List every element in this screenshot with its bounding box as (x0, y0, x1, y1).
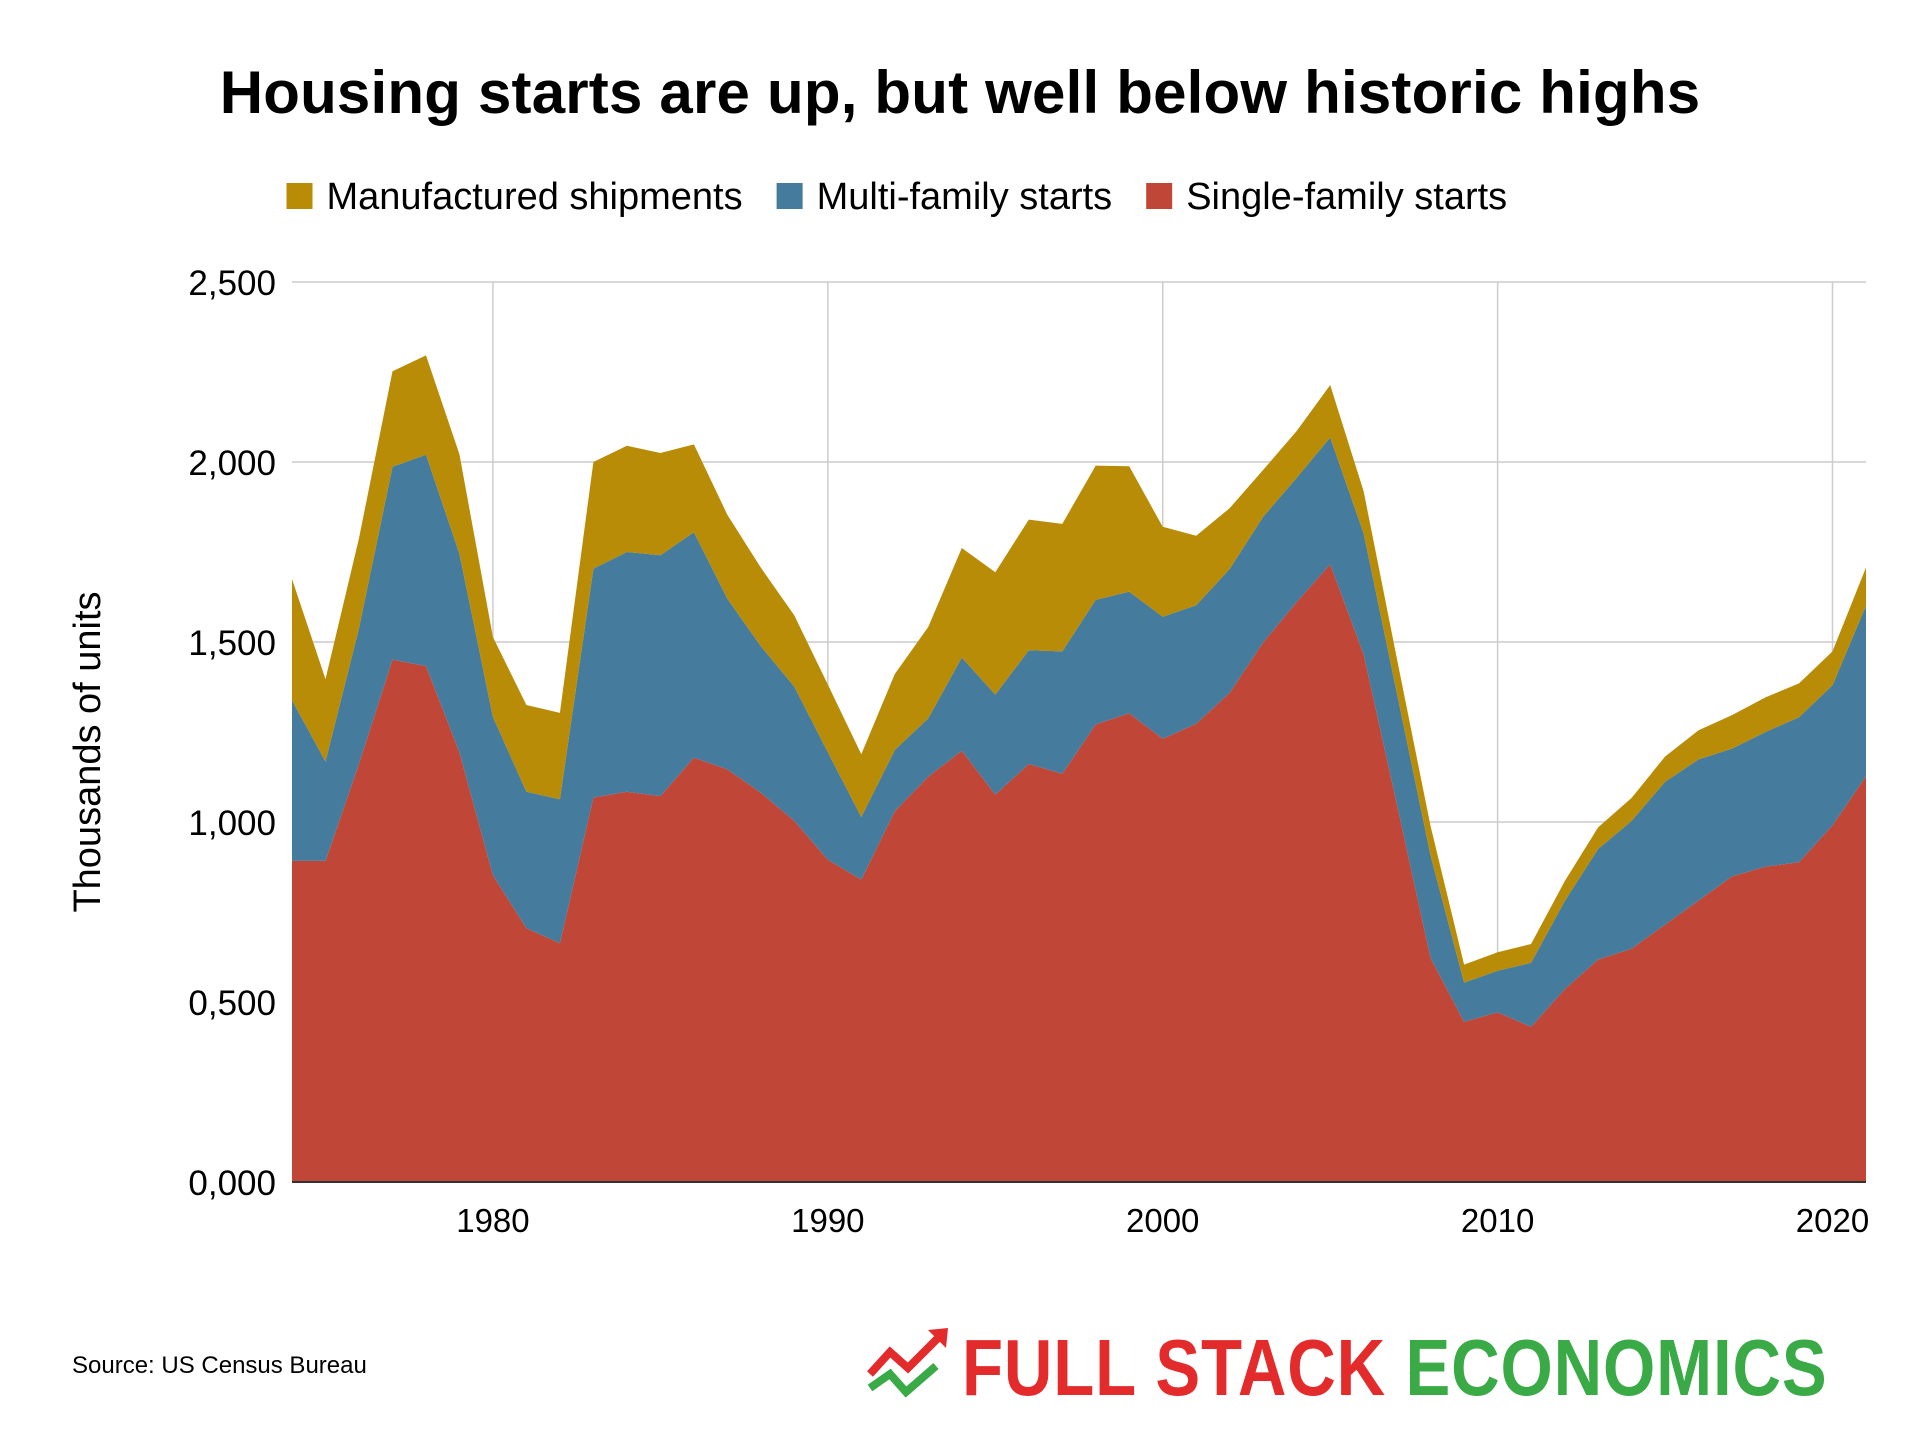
legend-label: Multi-family starts (817, 176, 1113, 218)
y-tick-label: 1,500 (188, 624, 276, 663)
x-tick-label: 1990 (791, 1202, 864, 1239)
legend-item-manufactured-shipments: Manufactured shipments (286, 176, 743, 218)
x-tick-label: 2020 (1796, 1202, 1869, 1239)
legend-swatch (776, 183, 803, 209)
y-tick-label: 1,000 (188, 804, 276, 843)
area-single-family-starts (292, 564, 1866, 1182)
stacked-area-chart: 0,000 0,500 1,000 1,500 2,000 2,500 1980 1990 20… (67, 176, 1869, 1239)
source-note: Source: US Census Bureau (72, 1352, 367, 1379)
x-tick-label: 2000 (1126, 1202, 1199, 1239)
logo-word-full-stack: FULL STACK (962, 1323, 1387, 1412)
area-multi-family-starts (292, 437, 1866, 1027)
chart-title: Housing starts are up, but well below hi… (219, 59, 1701, 126)
trend-arrows-icon (867, 1328, 948, 1398)
legend-item-multi-family-starts: Multi-family starts (776, 176, 1113, 218)
legend-label: Manufactured shipments (327, 176, 743, 218)
area-manufactured-shipments (292, 355, 1866, 983)
y-tick-label: 2,500 (188, 264, 276, 303)
legend: Manufactured shipments Multi-family start… (286, 176, 1507, 218)
x-tick-label: 2010 (1461, 1202, 1534, 1239)
logo-word-economics: ECONOMICS (1405, 1323, 1828, 1412)
axes: 0,000 0,500 1,000 1,500 2,000 2,500 1980 1990 20… (188, 264, 1869, 1239)
legend-item-single-family-starts: Single-family starts (1146, 176, 1507, 218)
legend-swatch (1146, 183, 1173, 209)
logo-wordmark: FULL STACK ECONOMICS (962, 1318, 1828, 1418)
legend-swatch (286, 183, 313, 209)
x-tick-label: 1980 (456, 1202, 529, 1239)
y-tick-label: 0,500 (188, 984, 276, 1023)
brand-logo: FULL STACK ECONOMICS (866, 1318, 1886, 1418)
legend-label: Single-family starts (1186, 176, 1507, 218)
y-tick-label: 0,000 (188, 1164, 276, 1203)
y-axis-label: Thousands of units (67, 591, 109, 912)
area-series (292, 355, 1866, 1182)
y-tick-label: 2,000 (188, 444, 276, 483)
